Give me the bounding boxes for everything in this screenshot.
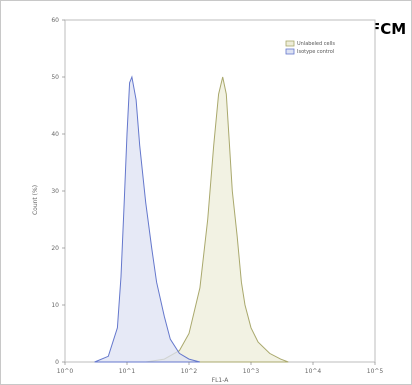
y-tick-label: 60	[51, 17, 59, 24]
y-tick-label: 30	[51, 188, 59, 195]
legend: Unlabeled cells Isotype control	[285, 40, 335, 55]
series-areas	[94, 75, 289, 363]
legend-label-2: Isotype control	[297, 49, 334, 55]
x-tick-label: 10^5	[367, 368, 384, 375]
x-tick-label: 10^2	[181, 368, 198, 375]
y-tick-label: 10	[51, 302, 59, 309]
series-area-1	[145, 76, 289, 363]
y-axis: 0 10 20 30 40 50 60	[51, 17, 65, 366]
legend-label-1: Unlabeled cells	[297, 41, 335, 47]
x-tick-label: 10^0	[57, 368, 74, 375]
x-tick-label: 10^4	[305, 368, 322, 375]
x-axis: 10^0 10^1 10^2 10^3 10^4 10^5	[57, 362, 384, 375]
series-area-2	[94, 75, 201, 363]
y-tick-label: 20	[51, 245, 59, 252]
x-tick-label: 10^1	[119, 368, 136, 375]
legend-swatch-1	[285, 40, 295, 47]
legend-swatch-2	[285, 48, 295, 55]
y-tick-label: 0	[55, 359, 59, 366]
fcm-label: FCM	[370, 20, 407, 38]
y-axis-label: Count (%)	[32, 185, 39, 215]
y-tick-label: 50	[51, 74, 59, 81]
x-tick-label: 10^3	[243, 368, 260, 375]
x-axis-label: FL1-A	[212, 377, 230, 384]
y-tick-label: 40	[51, 131, 59, 138]
